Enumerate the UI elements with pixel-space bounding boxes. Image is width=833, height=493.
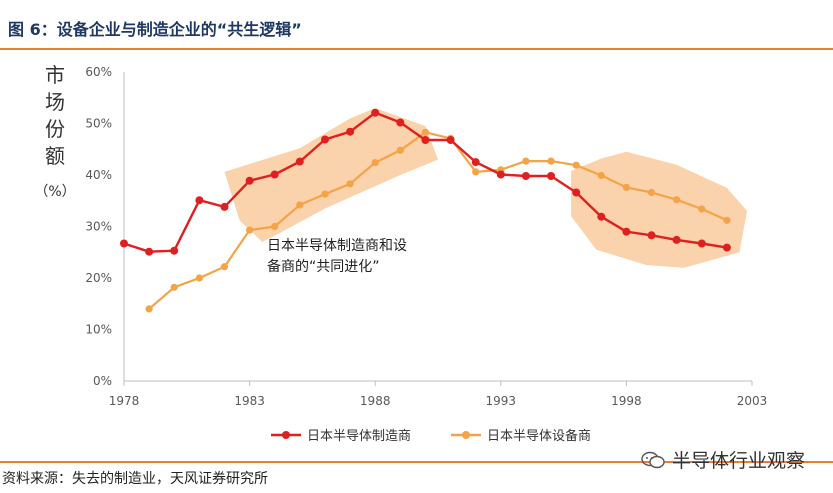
x-tick-label: 1988 — [360, 394, 391, 408]
data-point-series-1 — [572, 188, 581, 197]
y-axis-title-char: 份 — [45, 117, 65, 141]
data-point-series-2 — [246, 226, 254, 234]
y-axis-unit: （%） — [34, 184, 75, 200]
y-axis-title-char: 市 — [45, 63, 65, 87]
data-point-series-2 — [673, 196, 681, 204]
data-point-series-2 — [522, 157, 530, 165]
data-point-series-1 — [471, 158, 480, 167]
data-point-series-2 — [371, 159, 379, 167]
legend-layer: 日本半导体制造商 日本半导体设备商 — [271, 428, 591, 444]
data-point-series-2 — [698, 205, 706, 213]
data-point-series-2 — [572, 161, 580, 169]
figure-title: 图 6：设备企业与制造企业的“共生逻辑” — [8, 20, 302, 39]
data-point-series-2 — [170, 283, 178, 291]
data-point-series-1 — [421, 136, 430, 144]
data-point-series-1 — [722, 243, 731, 252]
data-point-series-2 — [296, 201, 304, 209]
data-point-series-1 — [521, 172, 530, 180]
x-tick-label: 1983 — [234, 394, 265, 408]
annotation-line-2: 备商的“共同进化” — [267, 258, 380, 275]
legend-label-2: 日本半导体设备商 — [487, 428, 591, 444]
plot-layer — [120, 108, 731, 313]
data-point-series-1 — [496, 170, 505, 179]
title-rule — [0, 48, 833, 50]
legend-marker-1 — [282, 431, 290, 439]
axis-labels-layer: 0% 10% 20% 30% 40% 50% 60% 1978 1983 1988 1993 1998… — [34, 63, 767, 408]
y-tick-label: 0% — [93, 374, 112, 388]
series-line-2 — [148, 131, 728, 310]
data-point-series-2 — [547, 157, 555, 165]
y-axis-title-char: 额 — [45, 144, 65, 168]
data-point-series-1 — [371, 108, 380, 117]
annotation-line-1: 日本半导体制造商和设 — [267, 238, 407, 254]
x-tick-label: 1998 — [611, 394, 642, 408]
y-tick-label: 20% — [85, 271, 112, 285]
y-tick-label: 60% — [85, 65, 112, 79]
data-point-series-1 — [245, 176, 254, 185]
data-point-series-1 — [547, 172, 555, 180]
legend-label-1: 日本半导体制造商 — [307, 429, 411, 444]
source-note: 资料来源：失去的制造业，天风证券研究所 — [2, 471, 268, 487]
data-point-series-1 — [672, 235, 681, 244]
wechat-icon — [641, 451, 665, 468]
data-point-series-2 — [597, 171, 605, 180]
highlight-band-2 — [571, 151, 747, 268]
data-point-series-2 — [396, 146, 404, 154]
data-point-series-2 — [195, 274, 203, 282]
data-point-series-1 — [195, 196, 204, 205]
data-point-series-1 — [295, 157, 304, 166]
data-point-series-1 — [321, 135, 329, 144]
bands-layer — [224, 108, 747, 268]
highlight-band-1 — [224, 108, 438, 242]
data-point-series-1 — [446, 136, 455, 144]
data-point-series-2 — [622, 183, 631, 191]
watermark-text: 半导体行业观察 — [672, 450, 806, 472]
data-point-series-1 — [270, 170, 279, 179]
y-axis-title-char: 场 — [45, 90, 65, 114]
data-point-series-1 — [647, 231, 656, 240]
data-point-series-1 — [597, 212, 606, 221]
x-tick-label: 2003 — [737, 394, 768, 408]
data-point-series-1 — [622, 227, 631, 236]
data-point-series-1 — [346, 127, 355, 136]
data-point-series-1 — [145, 247, 154, 256]
data-point-series-1 — [396, 118, 405, 127]
legend-marker-2 — [462, 431, 470, 439]
y-tick-label: 30% — [85, 220, 112, 234]
data-point-series-2 — [321, 190, 329, 198]
y-tick-label: 10% — [85, 323, 112, 337]
data-point-series-2 — [346, 180, 354, 188]
data-point-series-2 — [723, 216, 731, 224]
data-point-series-1 — [220, 202, 229, 211]
data-point-series-2 — [220, 263, 229, 271]
data-point-series-2 — [271, 222, 279, 231]
footer-rule — [0, 461, 833, 463]
data-point-series-1 — [697, 239, 706, 248]
x-tick-label: 1978 — [109, 394, 140, 408]
data-point-series-1 — [120, 239, 128, 248]
data-point-series-1 — [170, 246, 179, 255]
data-point-series-2 — [145, 305, 153, 313]
data-point-series-2 — [472, 168, 480, 176]
watermark: 半导体行业观察 — [640, 446, 805, 473]
data-point-series-2 — [421, 128, 429, 136]
y-tick-label: 50% — [85, 117, 112, 131]
x-tick-label: 1993 — [486, 394, 517, 408]
market-share-chart: 0% 10% 20% 30% 40% 50% 60% 1978 1983 1988 1993 1998… — [34, 63, 767, 444]
y-tick-label: 40% — [85, 168, 112, 182]
data-point-series-2 — [647, 188, 656, 197]
